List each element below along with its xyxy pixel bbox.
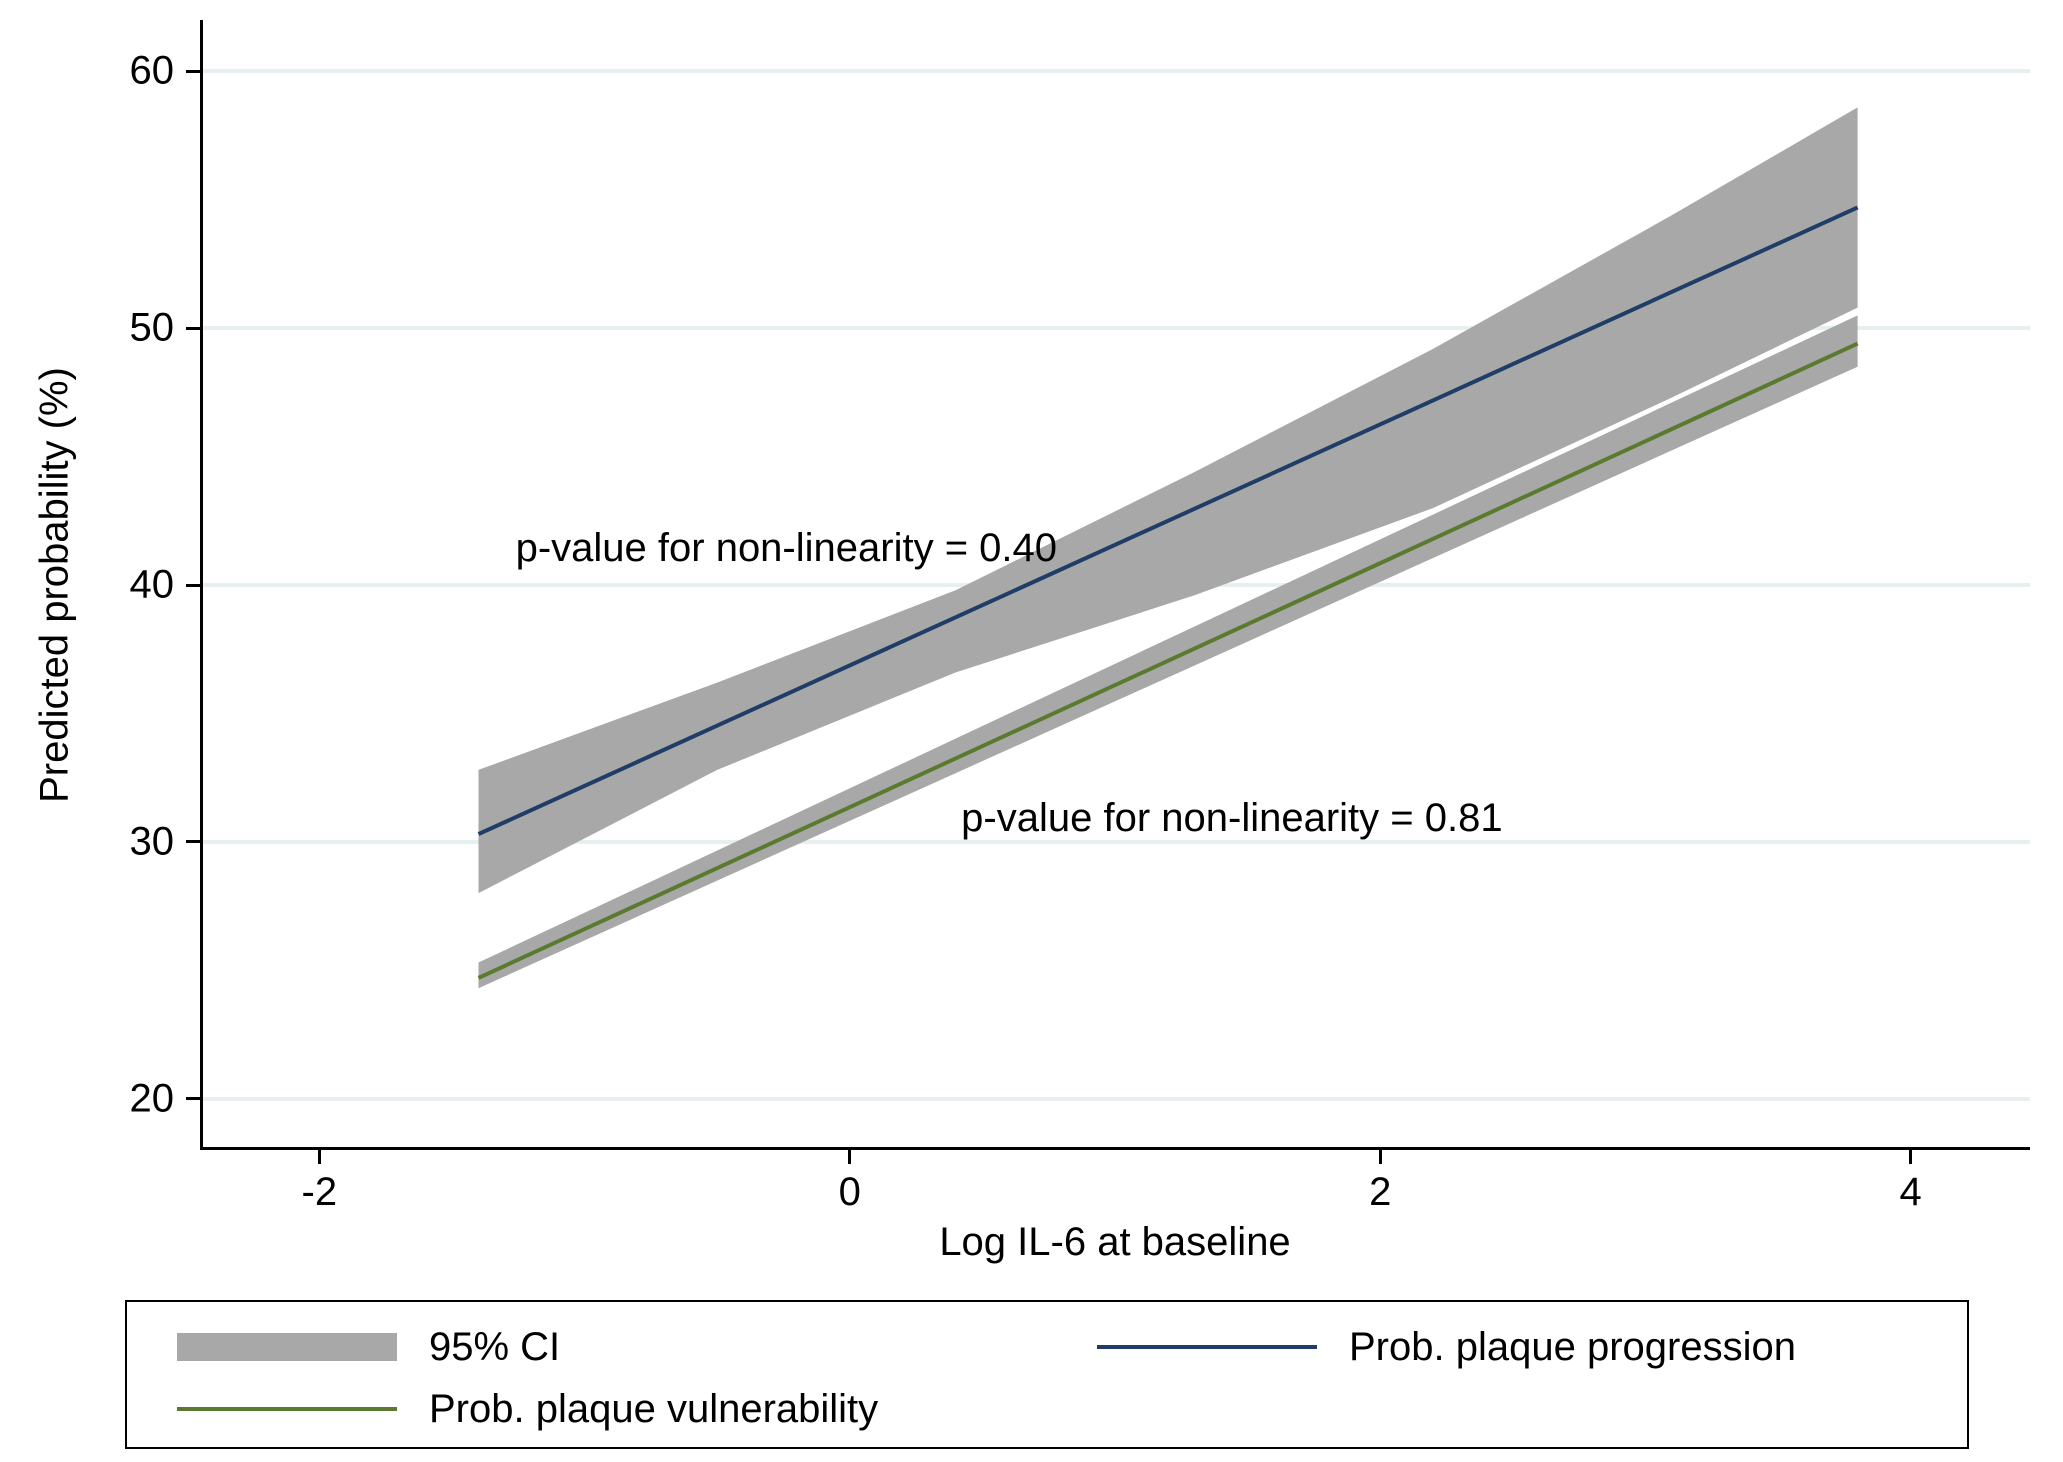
figure-root: Predicted probability (%) Log IL-6 at ba… (0, 0, 2063, 1462)
annotation-ann2: p-value for non-linearity = 0.81 (961, 796, 1502, 841)
y-tick-label: 30 (0, 819, 174, 864)
annotation-ann1: p-value for non-linearity = 0.40 (516, 526, 1057, 571)
plot-area (200, 20, 2030, 1150)
legend-swatch-line (1097, 1345, 1317, 1349)
x-tick-label: 2 (1369, 1170, 1391, 1215)
x-tick (318, 1150, 321, 1164)
ci-band-vulnerability (478, 315, 1857, 988)
legend-swatch-line (177, 1407, 397, 1411)
chart-svg-layer (200, 20, 2030, 1150)
line-progression (478, 207, 1857, 834)
legend-item-1: Prob. plaque progression (1097, 1322, 1796, 1372)
x-tick (848, 1150, 851, 1164)
y-tick (186, 327, 200, 330)
line-vulnerability (478, 344, 1857, 978)
x-tick-label: 4 (1900, 1170, 1922, 1215)
x-tick (1379, 1150, 1382, 1164)
y-tick-label: 60 (0, 49, 174, 94)
ci-band-progression (478, 107, 1857, 893)
legend-swatch-rect (177, 1333, 397, 1361)
legend-label: Prob. plaque progression (1349, 1325, 1796, 1370)
x-tick-label: -2 (302, 1170, 338, 1215)
x-axis-title: Log IL-6 at baseline (939, 1220, 1290, 1265)
x-tick (1909, 1150, 1912, 1164)
y-tick (186, 1097, 200, 1100)
legend-item-0: 95% CI (177, 1322, 560, 1372)
legend-item-2: Prob. plaque vulnerability (177, 1384, 878, 1434)
y-tick-label: 50 (0, 306, 174, 351)
legend-label: 95% CI (429, 1325, 560, 1370)
x-axis-line (200, 1147, 2030, 1150)
y-tick-label: 40 (0, 563, 174, 608)
legend-box: 95% CI Prob. plaque progression Prob. plaq… (125, 1300, 1969, 1449)
x-tick-label: 0 (839, 1170, 861, 1215)
y-tick (186, 70, 200, 73)
legend-label: Prob. plaque vulnerability (429, 1387, 878, 1432)
y-tick (186, 840, 200, 843)
y-tick (186, 584, 200, 587)
y-axis-line (200, 20, 203, 1150)
y-tick-label: 20 (0, 1076, 174, 1121)
